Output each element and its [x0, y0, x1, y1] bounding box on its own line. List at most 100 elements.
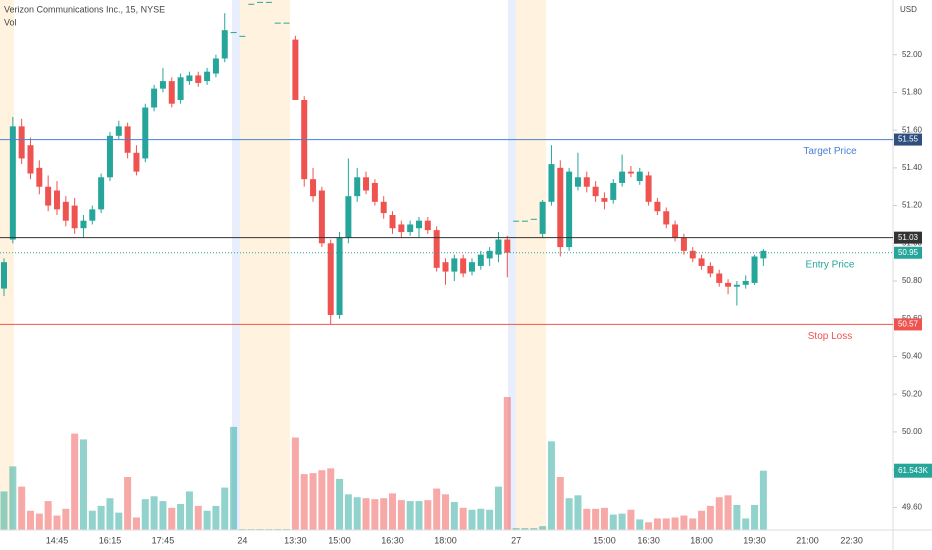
- candle-body: [460, 258, 467, 274]
- y-tick-label: 50.80: [902, 276, 923, 285]
- x-tick-label: 18:00: [690, 535, 713, 545]
- candle-body: [274, 22, 281, 24]
- candle-body: [521, 220, 528, 222]
- price-label-box: [894, 133, 922, 146]
- volume-bar: [609, 514, 617, 530]
- volume-bar: [547, 441, 555, 530]
- volume-bar: [53, 515, 61, 530]
- candle-body: [592, 186, 599, 197]
- extended-session: [508, 0, 516, 530]
- candle-body: [716, 273, 723, 283]
- x-tick-label: 27: [511, 535, 521, 545]
- y-tick-label: 50.40: [902, 352, 923, 361]
- x-tick-label: 15:00: [593, 535, 616, 545]
- volume-bar: [742, 518, 750, 530]
- volume-bar: [380, 498, 388, 530]
- candle-body: [468, 262, 475, 272]
- candle-body: [327, 243, 334, 315]
- candle-body: [645, 175, 652, 202]
- volume-bar: [600, 507, 608, 530]
- volume-bar: [362, 498, 370, 530]
- x-tick-label: 19:30: [743, 535, 766, 545]
- candle-body: [106, 135, 113, 178]
- candle-body: [53, 190, 60, 210]
- volume-bar: [159, 501, 167, 530]
- volume-bar: [115, 512, 123, 530]
- volume-bar: [44, 501, 52, 530]
- candle-body: [9, 126, 16, 240]
- volume-bar: [9, 466, 17, 530]
- candle-body: [257, 1, 264, 3]
- volume-bar: [627, 509, 635, 530]
- candle-body: [318, 190, 325, 244]
- volume-bar: [212, 505, 220, 530]
- candle-body: [725, 282, 732, 287]
- candle-body: [442, 262, 449, 272]
- volume-bar: [230, 426, 238, 530]
- candle-body: [707, 265, 714, 274]
- unit-label: USD: [900, 5, 917, 14]
- candle-body: [698, 258, 705, 266]
- volume-bar: [18, 486, 26, 530]
- candle-body: [416, 220, 423, 229]
- candle-body: [627, 171, 634, 174]
- candle-body: [574, 177, 581, 187]
- candle-body: [221, 30, 228, 59]
- candle-body: [71, 205, 78, 229]
- level-name: Target Price: [803, 146, 857, 157]
- candle-body: [654, 201, 661, 212]
- candle-body: [380, 201, 387, 214]
- candle-body: [689, 250, 696, 259]
- volume-bar: [442, 494, 449, 530]
- volume-bar: [71, 433, 79, 530]
- volume-bar: [653, 518, 661, 530]
- volume-bar: [336, 478, 344, 530]
- volume-bar: [689, 518, 697, 530]
- candle-body: [239, 35, 246, 37]
- volume-bar: [556, 477, 564, 530]
- price-label-box: [894, 231, 922, 244]
- volume-bar: [389, 493, 397, 530]
- volume-label: 61.543K: [898, 466, 928, 475]
- y-tick-label: 51.20: [902, 201, 923, 210]
- candle-body: [45, 186, 52, 206]
- candle-body: [18, 126, 25, 159]
- volume-title: Vol: [4, 17, 17, 27]
- volume-bar: [185, 491, 193, 530]
- price-label: 50.95: [898, 248, 919, 257]
- candle-body: [177, 77, 184, 100]
- candle-body: [371, 182, 378, 202]
- candle-body: [310, 179, 317, 197]
- x-tick-label: 21:00: [796, 535, 819, 545]
- volume-bar: [565, 498, 573, 530]
- volume-bar: [344, 494, 352, 530]
- candle-body: [354, 177, 361, 197]
- volume-bar: [724, 495, 732, 530]
- volume-bar: [0, 491, 8, 530]
- volume-bar: [150, 496, 158, 530]
- candle-body: [36, 167, 43, 187]
- candle-body: [601, 198, 608, 202]
- x-tick-label: 16:30: [637, 535, 660, 545]
- volume-bar: [671, 517, 679, 530]
- level-name: Entry Price: [806, 259, 855, 270]
- volume-bar: [26, 510, 34, 530]
- volume-bar: [397, 500, 405, 530]
- x-tick-label: 15:00: [328, 535, 351, 545]
- volume-bar: [512, 528, 520, 530]
- volume-bar: [318, 470, 326, 530]
- volume-bar: [424, 500, 432, 530]
- candle-body: [151, 88, 158, 108]
- volume-bar: [88, 510, 96, 530]
- x-tick-label: 17:45: [152, 535, 175, 545]
- candle-body: [672, 224, 679, 238]
- volume-bar: [468, 509, 476, 530]
- price-label: 51.03: [898, 233, 919, 242]
- x-tick-label: 13:30: [284, 535, 307, 545]
- y-tick-label: 50.00: [902, 427, 923, 436]
- candle-body: [336, 237, 343, 315]
- volume-bar: [636, 519, 644, 530]
- candle-body: [636, 171, 643, 182]
- candle-body: [557, 167, 564, 248]
